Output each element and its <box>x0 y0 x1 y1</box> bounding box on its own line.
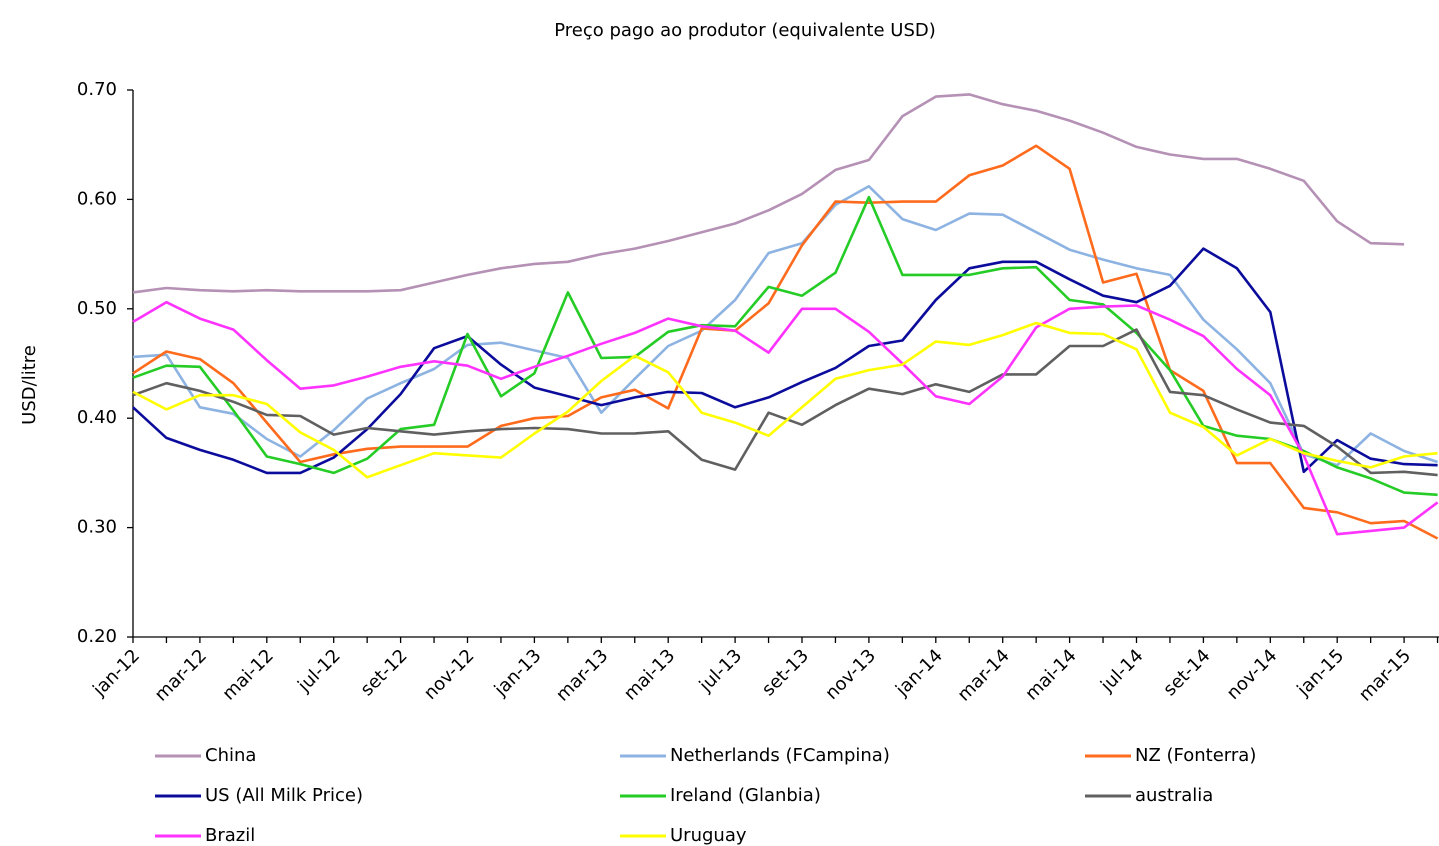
legend-label: NZ (Fonterra) <box>1135 745 1256 766</box>
series-line <box>132 328 1438 477</box>
x-tick-label: mai-13 <box>620 645 679 704</box>
legend-label: China <box>205 745 256 766</box>
y-tick-label: 0.50 <box>77 298 117 319</box>
series-line <box>132 93 1405 294</box>
y-axis-label: USD/litre <box>19 345 40 425</box>
x-tick-label: jan-14 <box>891 645 947 701</box>
series-line <box>132 247 1438 475</box>
y-tick-label: 0.70 <box>77 79 117 100</box>
legend-label: Uruguay <box>670 825 747 846</box>
x-tick-label: nov-14 <box>1223 645 1282 704</box>
y-tick-label: 0.30 <box>77 517 117 538</box>
y-tick-label: 0.40 <box>77 407 117 428</box>
x-tick-label: mar-15 <box>1355 645 1415 705</box>
x-tick-label: mai-14 <box>1021 645 1080 704</box>
x-tick-label: mar-13 <box>552 645 612 705</box>
x-tick-label: nov-12 <box>420 645 479 704</box>
x-tick-label: mar-12 <box>151 645 211 705</box>
x-tick-label: set-12 <box>357 645 412 700</box>
series-line <box>132 195 1438 497</box>
series-line <box>132 144 1439 540</box>
x-tick-label: set-14 <box>1159 645 1214 700</box>
legend-label: australia <box>1135 785 1213 806</box>
legend-label: Ireland (Glanbia) <box>670 785 821 806</box>
series-line <box>132 185 1439 467</box>
series-line <box>132 321 1438 479</box>
x-tick-label: jan-13 <box>490 645 546 701</box>
y-tick-label: 0.20 <box>77 626 117 647</box>
x-tick-label: jan-12 <box>88 645 144 701</box>
series-line <box>132 300 1439 536</box>
y-tick-label: 0.60 <box>77 188 117 209</box>
x-tick-label: jan-15 <box>1293 645 1349 701</box>
legend-label: Netherlands (FCampina) <box>670 745 890 766</box>
x-tick-label: nov-13 <box>821 645 880 704</box>
x-tick-label: jul-12 <box>293 645 344 696</box>
x-tick-label: mar-14 <box>954 645 1014 705</box>
x-tick-label: mai-12 <box>218 645 277 704</box>
x-tick-label: jul-13 <box>695 645 746 696</box>
chart-title: Preço pago ao produtor (equivalente USD) <box>554 20 936 41</box>
legend-label: Brazil <box>205 825 255 846</box>
x-tick-label: jul-14 <box>1096 645 1147 696</box>
legend-label: US (All Milk Price) <box>205 785 363 806</box>
x-tick-label: set-13 <box>758 645 813 700</box>
